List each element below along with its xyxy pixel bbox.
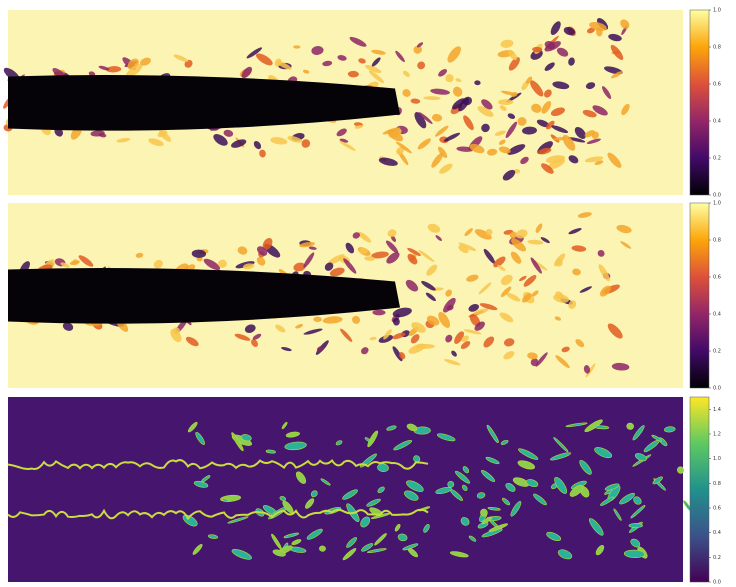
colorbar-tick-label: 0.2 <box>713 156 721 162</box>
colorbar-tick-label: 0.2 <box>713 555 721 561</box>
colorbar-tick-label: 0.4 <box>713 530 721 536</box>
colorbar-tick-label: 0.8 <box>713 45 721 51</box>
colorbar-tick-label: 0.8 <box>713 238 721 244</box>
field <box>8 203 683 388</box>
colorbar-tick-label: 0.8 <box>713 481 721 487</box>
colorbar-tick-label: 0.6 <box>713 275 721 281</box>
figure: 0.0 0.2 0.4 0.6 0.8 1.0 0.0 0.2 0.4 0.6 0.8 1.0 0.0 0… <box>0 0 736 587</box>
field-blob <box>319 546 326 552</box>
field <box>8 397 692 582</box>
colorbar-tick-label: 1.4 <box>713 407 721 413</box>
colorbar-tick-label: 0.6 <box>713 506 721 512</box>
colorbar-tick-label: 1.0 <box>713 201 721 207</box>
field <box>2 10 683 195</box>
colorbar-tick-label: 0.4 <box>713 312 721 318</box>
colorbar-tick-label: 0.4 <box>713 119 721 125</box>
colorbar-tick-label: 0.2 <box>713 349 721 355</box>
colorbar-tick-label: 1.2 <box>713 432 721 438</box>
colorbar <box>690 203 709 388</box>
colorbar <box>690 10 709 195</box>
field-blob <box>629 523 643 527</box>
colorbar-tick-label: 0.6 <box>713 82 721 88</box>
colorbar-tick-label: 1.0 <box>713 456 721 462</box>
plume-blob <box>498 99 513 105</box>
colorbar-tick-label: 1.0 <box>713 8 721 14</box>
colorbar-tick-label: 0.0 <box>713 193 721 199</box>
colorbar-tick-label: 0.0 <box>713 386 721 392</box>
colorbar <box>690 397 709 582</box>
colorbar-tick-label: 0.0 <box>713 580 721 586</box>
